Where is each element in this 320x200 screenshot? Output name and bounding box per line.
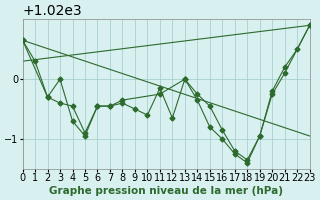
X-axis label: Graphe pression niveau de la mer (hPa): Graphe pression niveau de la mer (hPa) bbox=[49, 186, 283, 196]
